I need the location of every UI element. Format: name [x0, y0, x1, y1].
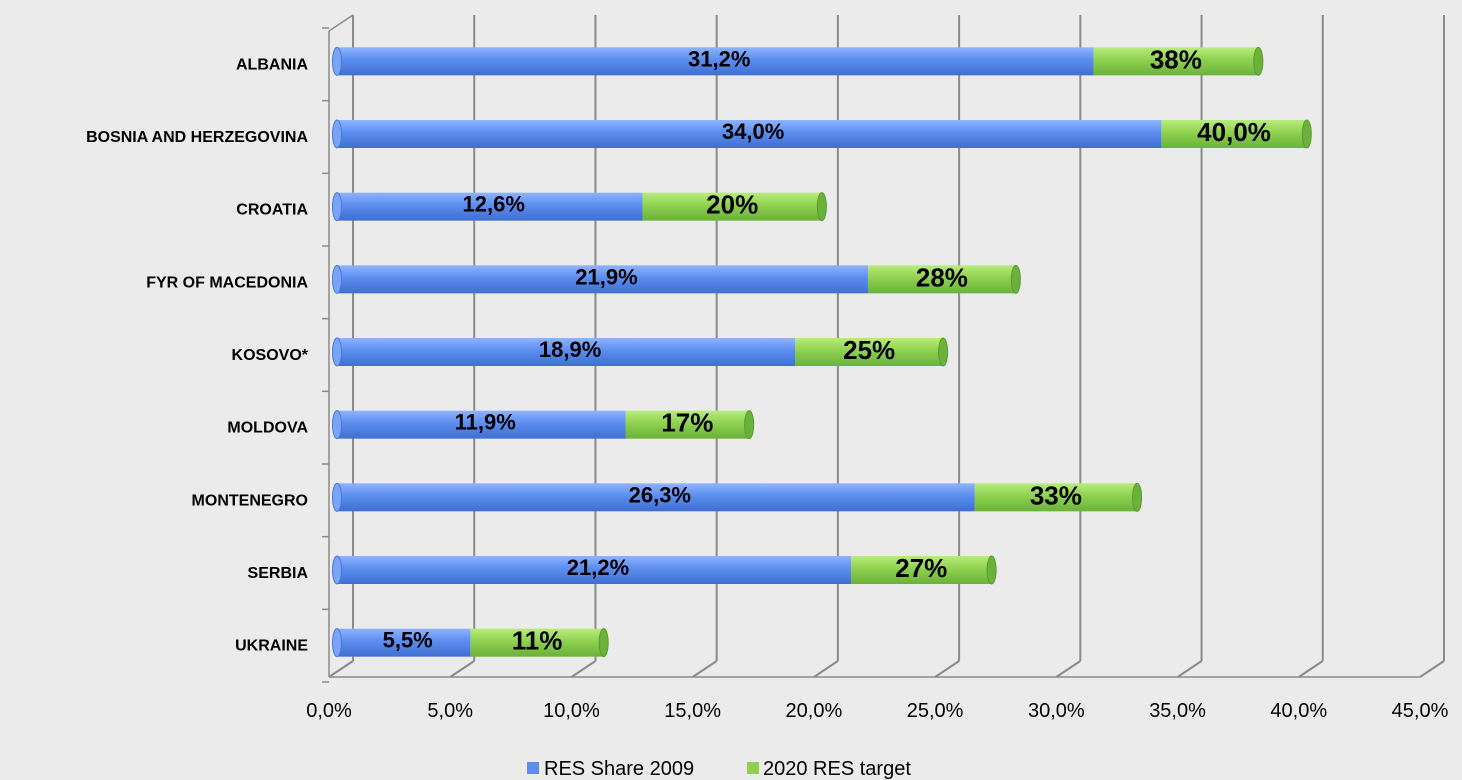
gridline-floor — [449, 660, 475, 678]
bar-cap-2020-res-target-albania — [1253, 46, 1264, 76]
bar-2020-res-target-kosovo — [795, 338, 944, 366]
bar-cap-2020-res-target-croatia — [816, 192, 827, 222]
bar-cap-res-share-2009-montenegro — [332, 482, 342, 512]
y-axis-top — [328, 14, 354, 32]
bar-cap-2020-res-target-montenegro — [1132, 482, 1143, 512]
bar-res-share-2009-croatia — [337, 192, 643, 221]
axes: 0,0% 5,0% 10,0% 15,0% 20,0% 25,0% 30,0% 35,0% 40… — [86, 14, 1449, 722]
x-tick-label: 10,0% — [543, 700, 600, 722]
x-tick-label: 25,0% — [907, 700, 964, 722]
gridline-floor — [570, 660, 596, 678]
bar-cap-res-share-2009-moldova — [332, 410, 342, 440]
category-label-ukraine: UKRAINE — [235, 638, 308, 655]
data-label-2020-res-target-albania: 38% — [1150, 44, 1202, 74]
bar-2020-res-target-fyr-of-macedonia — [867, 265, 1016, 294]
data-label-2020-res-target-kosovo: 25% — [843, 335, 895, 365]
bar-2020-res-target-moldova — [625, 410, 750, 439]
gridline-floor — [934, 660, 960, 678]
data-label-2020-res-target-montenegro: 33% — [1030, 480, 1082, 510]
bar-cap-2020-res-target-moldova — [744, 410, 755, 440]
bar-2020-res-target-ukraine — [470, 628, 604, 657]
data-label-2020-res-target-moldova: 17% — [661, 408, 713, 438]
gridline-floor — [1055, 660, 1081, 678]
gridline-floor — [1177, 660, 1203, 678]
bar-res-share-2009-albania — [337, 47, 1094, 76]
bar-cap-res-share-2009-bosnia-and-herzegovina — [332, 119, 342, 149]
bar-res-share-2009-ukraine — [337, 628, 471, 657]
x-tick-label: 45,0% — [1392, 700, 1449, 722]
bar-cap-2020-res-target-bosnia-and-herzegovina — [1301, 119, 1312, 149]
x-tick-label: 0,0% — [306, 700, 352, 722]
bar-cap-2020-res-target-fyr-of-macedonia — [1010, 264, 1021, 294]
data-label-res-share-2009-serbia: 21,2% — [567, 555, 629, 580]
bar-cap-res-share-2009-ukraine — [332, 628, 342, 658]
bar-cap-2020-res-target-ukraine — [598, 628, 609, 658]
category-label-croatia: CROATIA — [236, 202, 308, 219]
legend: RES Share 2009 2020 RES target — [527, 758, 911, 780]
bar-res-share-2009-bosnia-and-herzegovina — [337, 120, 1162, 148]
bar-cap-res-share-2009-serbia — [332, 555, 342, 585]
bar-cap-2020-res-target-kosovo — [938, 337, 949, 367]
x-tick-label: 35,0% — [1149, 700, 1206, 722]
bar-res-share-2009-serbia — [337, 556, 851, 584]
bar-cap-res-share-2009-croatia — [332, 192, 342, 222]
bar-cap-res-share-2009-albania — [332, 46, 342, 76]
x-tick-label: 15,0% — [664, 700, 721, 722]
data-label-2020-res-target-bosnia-and-herzegovina: 40,0% — [1197, 117, 1271, 147]
data-label-res-share-2009-albania: 31,2% — [688, 46, 750, 71]
bar-2020-res-target-serbia — [850, 556, 992, 584]
category-label-montenegro: MONTENEGRO — [192, 492, 308, 509]
bar-res-share-2009-fyr-of-macedonia — [337, 265, 868, 294]
gridline-floor — [1419, 660, 1445, 678]
bar-res-share-2009-kosovo — [337, 338, 796, 366]
bar-cap-res-share-2009-kosovo — [332, 337, 342, 367]
category-label-moldova: MOLDOVA — [227, 420, 308, 437]
bar-cap-res-share-2009-fyr-of-macedonia — [332, 264, 342, 294]
x-tick-label: 5,0% — [427, 700, 473, 722]
gridline-floor — [813, 660, 839, 678]
data-label-2020-res-target-serbia: 27% — [895, 553, 947, 583]
data-label-res-share-2009-moldova: 11,9% — [455, 410, 516, 435]
gridline-floor — [692, 660, 718, 678]
category-label-serbia: SERBIA — [248, 565, 309, 582]
x-tick-label: 20,0% — [786, 700, 843, 722]
data-labels: 31,2% 38% 34,0% 40,0% 12,6% 20% 21,9% 28% 18,9% 2… — [383, 44, 1271, 655]
bar-2020-res-target-croatia — [642, 192, 822, 221]
legend-swatch-2020-res-target — [747, 762, 759, 774]
data-label-2020-res-target-croatia: 20% — [706, 190, 758, 220]
category-label-bosnia-and-herzegovina: BOSNIA AND HERZEGOVINA — [86, 129, 308, 146]
bar-cap-2020-res-target-serbia — [986, 555, 997, 585]
legend-label-2020-res-target: 2020 RES target — [763, 758, 911, 780]
legend-swatch-res-share-2009 — [527, 762, 539, 774]
bar-2020-res-target-bosnia-and-herzegovina — [1161, 120, 1307, 148]
bar-2020-res-target-albania — [1093, 47, 1259, 76]
data-label-2020-res-target-ukraine: 11% — [512, 626, 563, 656]
category-label-albania: ALBANIA — [236, 56, 308, 73]
data-label-2020-res-target-fyr-of-macedonia: 28% — [916, 262, 968, 292]
gridline-floor — [1298, 660, 1324, 678]
category-label-kosovo: KOSOVO* — [232, 347, 309, 364]
data-label-res-share-2009-croatia: 12,6% — [463, 192, 525, 217]
data-label-res-share-2009-bosnia-and-herzegovina: 34,0% — [722, 119, 784, 144]
gridline-floor — [328, 660, 354, 678]
data-label-res-share-2009-montenegro: 26,3% — [629, 482, 691, 507]
legend-label-res-share-2009: RES Share 2009 — [544, 758, 694, 780]
bars — [332, 46, 1312, 658]
bar-res-share-2009-montenegro — [337, 483, 975, 512]
x-tick-label: 40,0% — [1270, 700, 1327, 722]
bar-2020-res-target-montenegro — [974, 483, 1138, 512]
data-label-res-share-2009-fyr-of-macedonia: 21,9% — [575, 264, 637, 289]
category-label-fyr-of-macedonia: FYR OF MACEDONIA — [146, 274, 308, 291]
bar-res-share-2009-moldova — [337, 410, 626, 439]
x-tick-label: 30,0% — [1028, 700, 1085, 722]
data-label-res-share-2009-kosovo: 18,9% — [539, 337, 601, 362]
data-label-res-share-2009-ukraine: 5,5% — [383, 628, 433, 653]
